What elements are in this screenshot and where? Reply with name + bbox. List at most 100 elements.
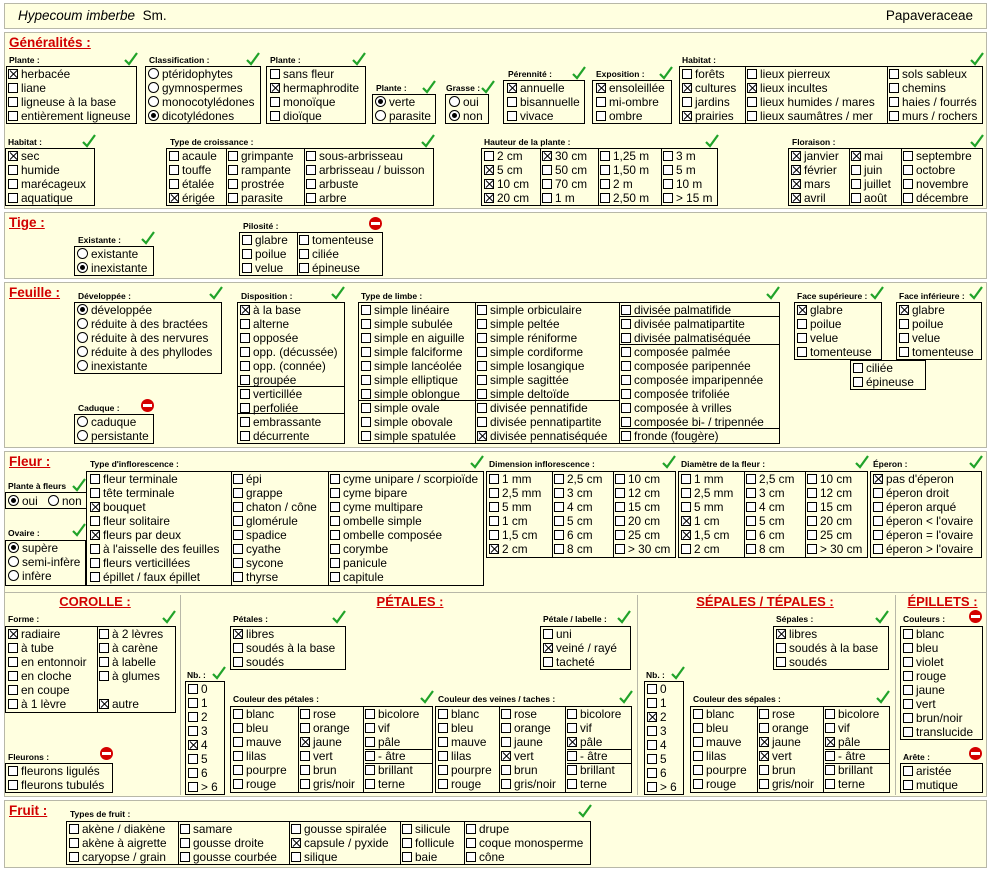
checkbox[interactable] (300, 765, 310, 775)
checkbox[interactable] (330, 572, 340, 582)
checkbox[interactable] (188, 726, 198, 736)
checkbox[interactable] (365, 737, 375, 747)
checkbox-option[interactable]: poilue (797, 317, 881, 331)
checkbox[interactable] (330, 488, 340, 498)
radio-option[interactable]: persistante (77, 429, 153, 443)
checkbox[interactable] (567, 779, 577, 789)
checkbox-option[interactable]: mi-ombre (596, 95, 672, 109)
checkbox-option[interactable]: 1 cm (681, 514, 743, 528)
checkbox[interactable] (851, 193, 861, 203)
checkbox[interactable] (8, 685, 18, 695)
checkbox[interactable] (270, 83, 280, 93)
checkbox[interactable] (402, 852, 412, 862)
checkbox[interactable] (233, 709, 243, 719)
checkbox[interactable] (270, 97, 280, 107)
checkbox-option[interactable]: 1 mm (681, 472, 743, 486)
checkbox-option[interactable]: 20 cm (807, 514, 867, 528)
checkbox-option[interactable]: lieux humides / mares (747, 95, 887, 109)
checkbox[interactable] (90, 544, 100, 554)
checkbox[interactable] (99, 699, 109, 709)
checkbox-option[interactable]: 1 m (542, 191, 598, 205)
checkbox-option[interactable]: akène à aigrette (69, 836, 179, 850)
checkbox-option[interactable]: opp. (décussée) (240, 345, 344, 359)
checkbox-option[interactable]: pas d'éperon (873, 472, 981, 486)
checkbox-option[interactable]: veiné / rayé (543, 641, 630, 655)
checkbox[interactable] (477, 333, 487, 343)
checkbox[interactable] (489, 502, 499, 512)
checkbox-option[interactable]: chemins (889, 81, 983, 95)
checkbox-option[interactable]: janvier (791, 149, 849, 163)
checkbox-option[interactable]: à labelle (99, 655, 175, 669)
checkbox-option[interactable]: éperon > l'ovaire (873, 542, 981, 556)
checkbox-option[interactable]: gousse droite (180, 836, 290, 850)
checkbox-option[interactable]: prostrée (228, 177, 304, 191)
checkbox-option[interactable]: gousse courbée (180, 850, 290, 864)
checkbox[interactable] (501, 737, 511, 747)
checkbox[interactable] (647, 712, 657, 722)
checkbox-option[interactable]: ligneuse à la base (8, 95, 136, 109)
checkbox[interactable] (899, 319, 909, 329)
checkbox[interactable] (825, 709, 835, 719)
checkbox-option[interactable]: glomérule (233, 514, 327, 528)
checkbox[interactable] (797, 347, 807, 357)
checkbox-option[interactable]: 20 cm (615, 514, 675, 528)
checkbox[interactable] (466, 838, 476, 848)
checkbox[interactable] (759, 709, 769, 719)
checkbox[interactable] (615, 544, 625, 554)
checkbox-option[interactable]: ensoleillée (596, 81, 672, 95)
checkbox-option[interactable]: lieux saumâtres / mer (747, 109, 887, 123)
checkbox-option[interactable]: cyme unipare / scorpioïde (330, 472, 484, 486)
checkbox[interactable] (240, 375, 250, 385)
checkbox[interactable] (853, 377, 863, 387)
checkbox[interactable] (825, 765, 835, 775)
checkbox-option[interactable]: décembre (903, 191, 983, 205)
checkbox[interactable] (299, 249, 309, 259)
checkbox[interactable] (90, 558, 100, 568)
checkbox-option[interactable]: 4 (188, 738, 224, 752)
checkbox[interactable] (903, 629, 913, 639)
checkbox[interactable] (188, 782, 198, 792)
checkbox[interactable] (8, 69, 18, 79)
checkbox-option[interactable]: novembre (903, 177, 983, 191)
checkbox-option[interactable]: 4 cm (746, 500, 804, 514)
checkbox[interactable] (501, 751, 511, 761)
checkbox[interactable] (466, 824, 476, 834)
checkbox[interactable] (903, 179, 913, 189)
checkbox-option[interactable]: épillet / faux épillet (90, 570, 230, 584)
checkbox[interactable] (240, 403, 250, 413)
checkbox-option[interactable]: vert (903, 697, 982, 711)
checkbox-option[interactable]: follicule (402, 836, 474, 850)
checkbox-option[interactable]: drupe (466, 822, 590, 836)
checkbox-option[interactable]: gousse spiralée (291, 822, 401, 836)
checkbox-option[interactable]: simple deltoïde (477, 387, 619, 401)
checkbox[interactable] (361, 389, 371, 399)
checkbox[interactable] (330, 502, 340, 512)
checkbox-option[interactable]: terne (365, 777, 433, 791)
checkbox[interactable] (233, 765, 243, 775)
checkbox[interactable] (682, 69, 692, 79)
checkbox[interactable] (299, 235, 309, 245)
checkbox[interactable] (169, 151, 179, 161)
checkbox-option[interactable]: vert (501, 749, 565, 763)
checkbox-option[interactable]: 15 cm (807, 500, 867, 514)
checkbox[interactable] (365, 779, 375, 789)
checkbox[interactable] (188, 754, 198, 764)
checkbox-option[interactable]: cyme multipare (330, 500, 484, 514)
checkbox-option[interactable]: 5 cm (746, 514, 804, 528)
checkbox[interactable] (501, 723, 511, 733)
checkbox[interactable] (746, 474, 756, 484)
checkbox[interactable] (663, 179, 673, 189)
checkbox[interactable] (228, 165, 238, 175)
checkbox[interactable] (903, 699, 913, 709)
checkbox[interactable] (746, 502, 756, 512)
checkbox[interactable] (501, 779, 511, 789)
checkbox[interactable] (889, 97, 899, 107)
checkbox-option[interactable]: capsule / pyxide (291, 836, 401, 850)
checkbox[interactable] (233, 657, 243, 667)
checkbox-option[interactable]: 2,5 cm (554, 472, 612, 486)
checkbox-option[interactable]: glabre (797, 303, 881, 317)
checkbox[interactable] (169, 165, 179, 175)
checkbox-option[interactable]: 0 (647, 682, 683, 696)
checkbox[interactable] (693, 723, 703, 733)
checkbox[interactable] (851, 179, 861, 189)
